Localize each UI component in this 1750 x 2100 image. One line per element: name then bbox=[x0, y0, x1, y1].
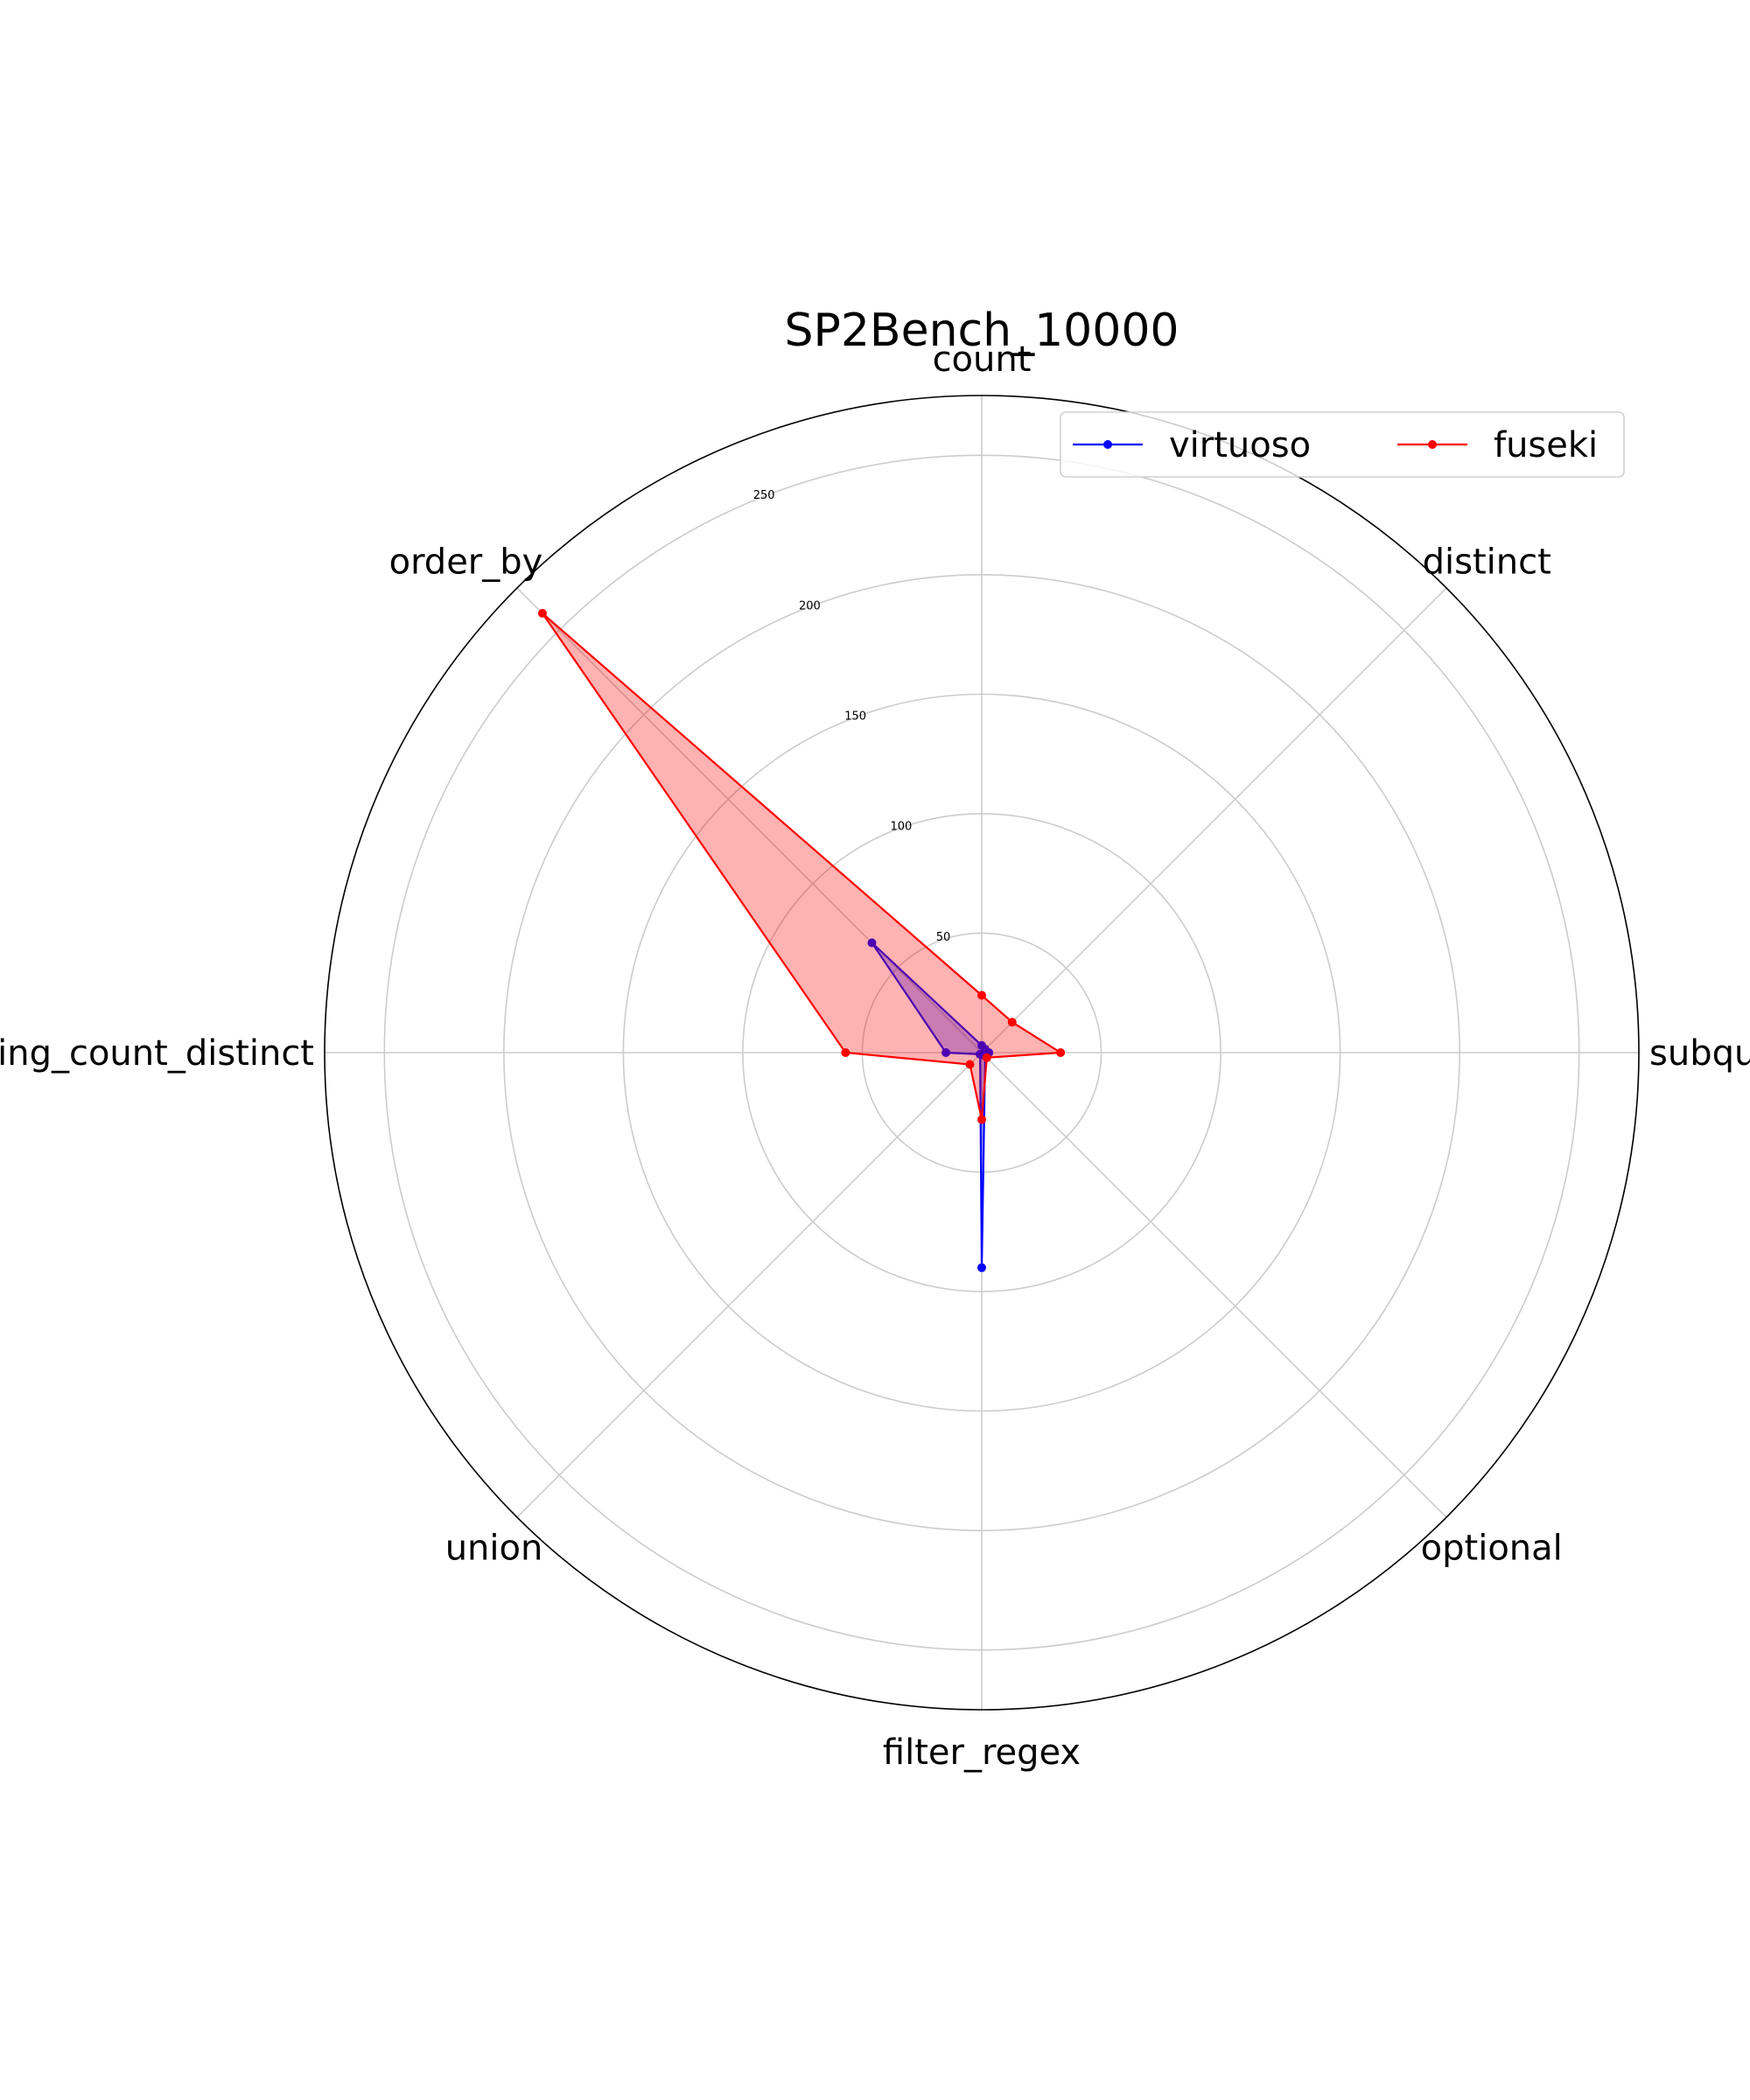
tick-label-100: 100 bbox=[890, 821, 912, 834]
legend-box bbox=[1060, 411, 1625, 478]
tick-label-50: 50 bbox=[936, 931, 951, 944]
radial-tick-labels: 50 100 150 200 250 bbox=[753, 489, 951, 944]
radar-frame bbox=[324, 395, 1640, 1711]
legend-marker-virtuoso bbox=[1103, 440, 1112, 449]
point-fuseki-count bbox=[977, 990, 986, 1000]
series-layer bbox=[537, 608, 1066, 1272]
legend-label-fuseki: fuseki bbox=[1494, 425, 1598, 466]
point-fuseki-group_by_having_count_distinct bbox=[841, 1048, 850, 1057]
axis-label-distinct: distinct bbox=[1423, 542, 1551, 582]
point-fuseki-union bbox=[965, 1060, 975, 1069]
legend-marker-fuseki bbox=[1428, 440, 1437, 449]
point-fuseki-filter_regex bbox=[977, 1115, 986, 1124]
tick-label-200: 200 bbox=[799, 599, 821, 612]
axis-label-order_by: order_by bbox=[389, 542, 543, 582]
spoke-optional bbox=[981, 1052, 1447, 1518]
point-virtuoso-union bbox=[976, 1049, 985, 1059]
axis-label-count: count bbox=[933, 340, 1032, 380]
legend: virtuoso fuseki bbox=[1060, 411, 1625, 478]
point-fuseki-distinct bbox=[1007, 1018, 1017, 1027]
spoke-distinct bbox=[981, 587, 1447, 1054]
point-fuseki-subquery bbox=[1056, 1048, 1066, 1057]
series-fill-fuseki bbox=[542, 612, 1061, 1120]
axis-label-filter_regex: filter_regex bbox=[883, 1732, 1081, 1773]
point-virtuoso-order_by bbox=[867, 938, 877, 948]
axis-label-union: union bbox=[445, 1529, 543, 1569]
point-virtuoso-filter_regex bbox=[977, 1263, 986, 1272]
spoke-order_by bbox=[516, 587, 983, 1054]
point-virtuoso-group_by_having_count_distinct bbox=[942, 1048, 951, 1057]
axis-label-group_by_having_count_distinct: group_by_having_count_distinct bbox=[0, 1033, 314, 1074]
series-fill-virtuoso bbox=[872, 942, 990, 1268]
point-fuseki-order_by bbox=[537, 608, 547, 618]
chart-title: SP2Bench_10000 bbox=[784, 304, 1179, 357]
axis-label-optional: optional bbox=[1421, 1529, 1563, 1569]
axis-labels: count distinct subquery optional filter_rege… bbox=[0, 340, 1750, 1773]
point-fuseki-optional bbox=[982, 1053, 991, 1062]
axis-label-subquery: subquery bbox=[1649, 1033, 1750, 1074]
legend-label-virtuoso: virtuoso bbox=[1169, 425, 1311, 466]
spoke-union bbox=[516, 1052, 983, 1518]
tick-label-250: 250 bbox=[753, 489, 775, 502]
tick-label-150: 150 bbox=[844, 710, 866, 724]
